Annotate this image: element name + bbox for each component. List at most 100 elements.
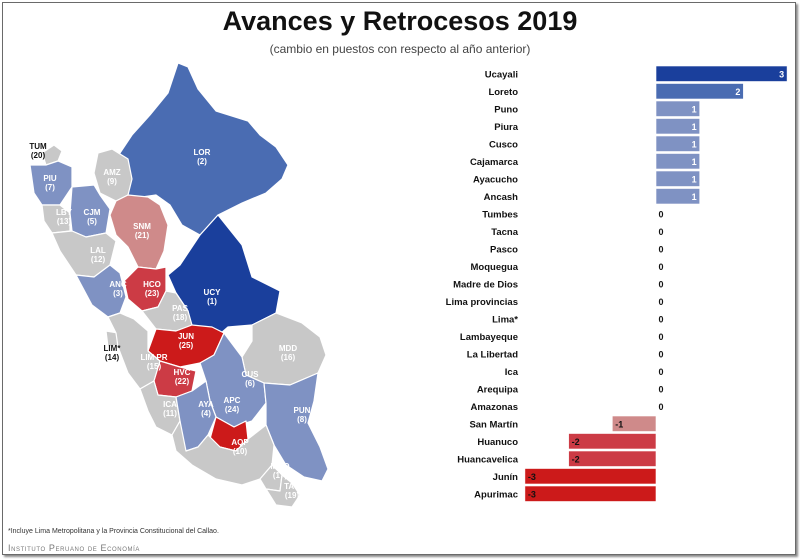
region-code-label: CUS: [242, 370, 260, 379]
value-label: 1: [692, 122, 697, 132]
category-label: Ucayali: [485, 69, 518, 80]
region-rank-label: (19): [285, 491, 300, 500]
bar: [655, 170, 701, 187]
category-label: Ica: [505, 367, 519, 378]
category-label: Madre de Dios: [453, 279, 518, 290]
region-rank-label: (7): [45, 183, 55, 192]
region-rank-label: (14): [105, 353, 120, 362]
value-label: 1: [692, 192, 697, 202]
value-label: 0: [658, 384, 663, 394]
region-code-label: PUN: [294, 406, 311, 415]
region-rank-label: (3): [113, 289, 123, 298]
map-region: [167, 214, 281, 342]
footnote: *Incluye Lima Metropolitana y la Provinc…: [8, 528, 219, 535]
region-code-label: HCO: [143, 280, 161, 289]
region-code-label: PIU: [43, 174, 57, 183]
category-label: Tumbes: [482, 209, 518, 220]
value-label: 3: [779, 69, 784, 79]
chart-subtitle: (cambio en puestos con respecto al año a…: [269, 42, 531, 56]
value-label: 1: [692, 174, 697, 184]
map-region: [75, 264, 127, 318]
category-label: Loreto: [488, 87, 518, 98]
category-label: Lima*: [492, 314, 518, 325]
category-label: Apurimac: [474, 489, 518, 500]
region-code-label: LAL: [90, 246, 106, 255]
region-rank-label: (6): [245, 379, 255, 388]
region-code-label: MOQ: [270, 462, 289, 471]
value-label: 0: [658, 402, 663, 412]
category-label: San Martín: [469, 419, 518, 430]
chart-title: Avances y Retrocesos 2019: [222, 6, 578, 36]
region-code-label: LBY: [56, 208, 73, 217]
value-label: -3: [528, 472, 536, 482]
value-label: 0: [658, 367, 663, 377]
region-code-label: JUN: [178, 332, 194, 341]
region-rank-label: (18): [173, 313, 188, 322]
region-rank-label: (1): [207, 297, 217, 306]
value-label: -2: [572, 454, 580, 464]
region-code-label: APC: [224, 396, 241, 405]
value-label: 0: [658, 209, 663, 219]
category-label: Ancash: [484, 192, 519, 203]
category-label: Puno: [494, 104, 518, 115]
category-label: Arequipa: [477, 384, 519, 395]
region-code-label: CJM: [84, 208, 101, 217]
bar: [655, 118, 701, 135]
region-code-label: PAS: [172, 304, 189, 313]
value-label: 0: [658, 349, 663, 359]
value-label: 0: [658, 244, 663, 254]
category-label: Pasco: [490, 244, 518, 255]
region-code-label: TAC: [284, 482, 300, 491]
bar: [568, 433, 657, 450]
region-rank-label: (25): [179, 341, 194, 350]
category-label: Huancavelica: [457, 454, 518, 465]
region-rank-label: (23): [145, 289, 160, 298]
region-rank-label: (12): [91, 255, 106, 264]
region-rank-label: (9): [107, 177, 117, 186]
brand-footer: Instituto Peruano de Economía: [8, 543, 140, 553]
category-label: Tacna: [491, 227, 518, 238]
category-label: Cajamarca: [470, 157, 519, 168]
value-label: -1: [615, 419, 623, 429]
category-label: Lambayeque: [460, 332, 518, 343]
region-code-label: UCY: [204, 288, 222, 297]
region-code-label: HVC: [174, 368, 191, 377]
region-rank-label: (24): [225, 405, 240, 414]
bar: [612, 415, 657, 432]
bar: [524, 468, 657, 485]
bar-chart: Ucayali Loreto Puno Piura Cusco Cajamarca Ayac…: [446, 65, 788, 502]
category-label: Moquegua: [471, 262, 519, 273]
map-region: [41, 144, 63, 166]
region-rank-label: (22): [175, 377, 190, 386]
bar: [655, 135, 701, 152]
region-rank-label: (15): [147, 362, 162, 371]
category-label: Lima provincias: [446, 297, 518, 308]
bar: [655, 100, 701, 117]
value-label: 0: [658, 262, 663, 272]
region-rank-label: (20): [31, 151, 46, 160]
region-code-label: AMZ: [103, 168, 120, 177]
region-rank-label: (13): [57, 217, 72, 226]
category-label: La Libertad: [467, 349, 518, 360]
region-rank-label: (2): [197, 157, 207, 166]
map-region: [109, 194, 169, 270]
region-code-label: AYA: [198, 400, 214, 409]
value-label: 0: [658, 332, 663, 342]
region-code-label: MDD: [279, 344, 297, 353]
bar: [655, 188, 701, 205]
value-label: 0: [658, 279, 663, 289]
map-region: [171, 420, 275, 486]
value-label: -3: [528, 489, 536, 499]
region-code-label: LIM*: [104, 344, 122, 353]
category-label: Piura: [494, 122, 518, 133]
value-label: 1: [692, 139, 697, 149]
map-region: [51, 230, 117, 278]
peru-map: LOR(2) TUM(20) PIU(7) AMZ(9) LBY(13) CJM(5) SN…: [29, 62, 329, 508]
value-label: 0: [658, 314, 663, 324]
bar: [655, 65, 788, 82]
value-label: -2: [572, 437, 580, 447]
value-label: 0: [658, 227, 663, 237]
value-label: 1: [692, 157, 697, 167]
category-label: Junín: [493, 472, 519, 483]
